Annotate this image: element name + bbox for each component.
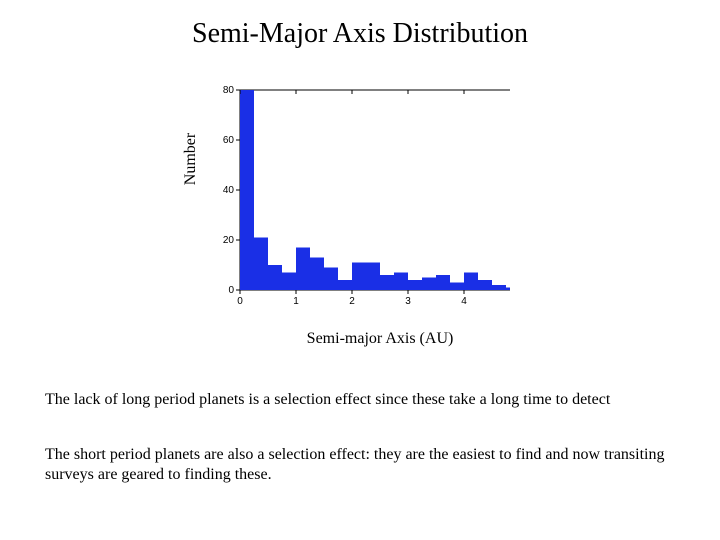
- slide-title: Semi-Major Axis Distribution: [0, 18, 720, 50]
- svg-text:2: 2: [349, 296, 355, 307]
- svg-text:20: 20: [223, 235, 235, 246]
- svg-text:1: 1: [293, 296, 299, 307]
- y-axis-label: Number: [182, 133, 200, 185]
- histogram-chart: 012345020406080: [210, 80, 510, 340]
- paragraph-2: The short period planets are also a sele…: [45, 445, 685, 485]
- svg-text:0: 0: [237, 296, 243, 307]
- paragraph-1: The lack of long period planets is a sel…: [45, 390, 685, 410]
- svg-text:0: 0: [228, 285, 234, 296]
- svg-text:60: 60: [223, 135, 235, 146]
- svg-text:40: 40: [223, 185, 235, 196]
- svg-text:80: 80: [223, 85, 235, 96]
- svg-text:4: 4: [461, 296, 467, 307]
- x-axis-label: Semi-major Axis (AU): [230, 330, 530, 348]
- chart-svg: 012345020406080: [210, 80, 510, 320]
- svg-text:3: 3: [405, 296, 411, 307]
